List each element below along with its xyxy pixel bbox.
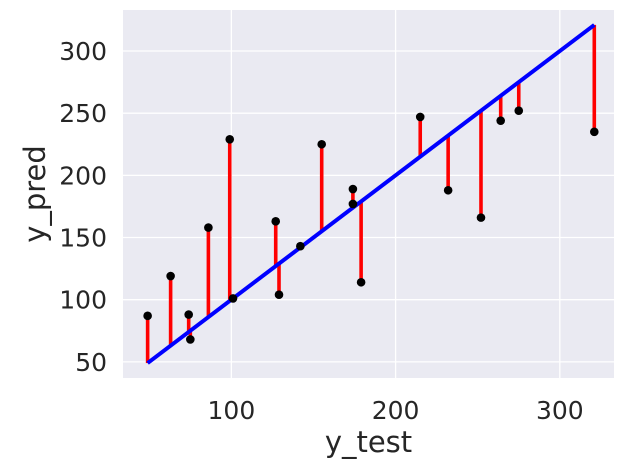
data-points (143, 106, 599, 344)
data-point (348, 199, 358, 209)
data-point (476, 213, 486, 222)
data-point (143, 311, 152, 321)
data-point (443, 185, 453, 195)
data-point (496, 116, 505, 125)
grid-lines (123, 10, 614, 378)
data-point (274, 290, 284, 300)
data-point (204, 223, 213, 232)
data-point (166, 271, 175, 281)
data-point (186, 335, 195, 344)
data-point (228, 294, 238, 303)
x-tick-label: 300 (536, 396, 584, 425)
y-tick-label: 50 (75, 348, 107, 377)
x-axis-title: y_test (325, 425, 412, 459)
y-tick-label: 100 (59, 286, 107, 315)
data-point (589, 127, 599, 137)
y-tick-label: 200 (59, 161, 107, 190)
x-axis-ticks: 100 200 300 (208, 396, 584, 425)
data-point (225, 134, 235, 144)
data-point (348, 184, 358, 194)
data-point (317, 139, 326, 149)
data-point (514, 106, 524, 116)
y-axis-title: y_pred (18, 145, 52, 243)
fit-line (146, 23, 596, 365)
data-point (356, 277, 366, 287)
x-tick-label: 200 (372, 396, 420, 425)
data-point (296, 241, 305, 251)
data-point (415, 112, 425, 122)
y-tick-label: 250 (59, 99, 107, 128)
data-point (271, 217, 281, 226)
y-axis-ticks: 50 100 150 200 250 300 (59, 37, 107, 377)
x-tick-label: 100 (208, 396, 256, 425)
data-point (184, 310, 193, 319)
y-tick-label: 150 (59, 224, 107, 253)
y-tick-label: 300 (59, 37, 107, 66)
